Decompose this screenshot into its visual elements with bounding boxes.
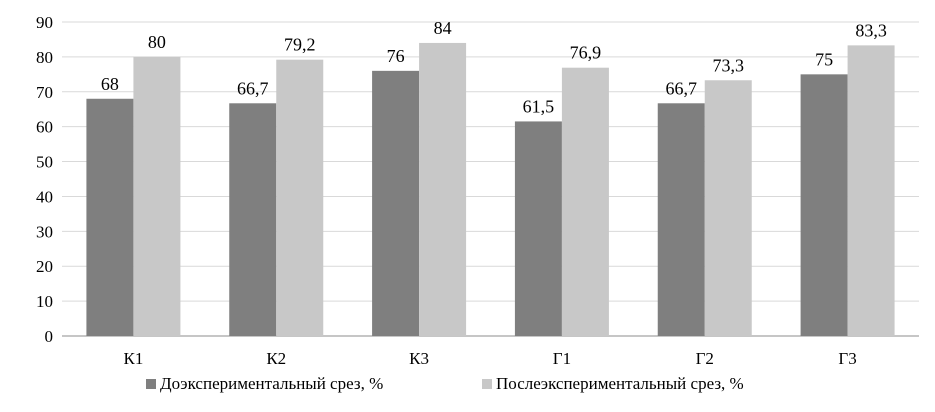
bar-post-5 xyxy=(847,45,895,337)
x-tick-label: К1 xyxy=(123,349,143,368)
bar-pre-4 xyxy=(657,103,705,337)
legend: Доэкспериментальный срез, % Послеэксперим… xyxy=(146,374,744,393)
data-label: 84 xyxy=(434,18,452,38)
bar-pre-1 xyxy=(229,103,277,337)
bar-post-3 xyxy=(561,67,609,337)
y-tick-label: 50 xyxy=(36,153,53,172)
data-label: 83,3 xyxy=(855,20,887,40)
y-tick-label: 20 xyxy=(36,257,53,276)
data-label: 66,7 xyxy=(237,78,269,98)
y-tick-label: 0 xyxy=(45,327,54,346)
bar-pre-0 xyxy=(86,98,134,336)
data-label: 66,7 xyxy=(666,78,698,98)
y-tick-label: 90 xyxy=(36,13,53,32)
bar-post-1 xyxy=(276,59,324,337)
data-label: 68 xyxy=(101,74,119,94)
legend-label: Послеэкспериментальный срез, % xyxy=(496,374,744,393)
x-tick-label: Г2 xyxy=(696,349,714,368)
data-label: 80 xyxy=(148,32,166,52)
x-tick-label: Г1 xyxy=(553,349,571,368)
gridlines xyxy=(62,21,919,337)
y-tick-label: 30 xyxy=(36,222,53,241)
y-tick-label: 80 xyxy=(36,48,53,67)
data-label: 76,9 xyxy=(570,43,602,63)
x-tick-label: К3 xyxy=(409,349,429,368)
bar-post-0 xyxy=(133,56,181,337)
bar-post-2 xyxy=(419,42,467,336)
bar-post-4 xyxy=(704,80,752,337)
bar-pre-5 xyxy=(800,74,848,336)
bar-pre-3 xyxy=(514,121,562,336)
y-tick-label: 70 xyxy=(36,83,53,102)
legend-label: Доэкспериментальный срез, % xyxy=(160,374,383,393)
y-tick-label: 60 xyxy=(36,118,53,137)
x-tick-label: К2 xyxy=(266,349,286,368)
legend-swatch xyxy=(482,379,492,389)
data-labels: 68 80 66,7 79,2 76 84 61,5 76,9 66,7 73,3 75 83,3 xyxy=(101,18,887,117)
data-label: 61,5 xyxy=(523,96,555,116)
y-tick-label: 40 xyxy=(36,187,53,206)
y-axis-ticks: 0 10 20 30 40 50 60 70 80 90 xyxy=(36,13,53,346)
bars xyxy=(86,42,895,337)
legend-swatch xyxy=(146,379,156,389)
bar-pre-2 xyxy=(372,70,420,336)
y-tick-label: 10 xyxy=(36,292,53,311)
data-label: 79,2 xyxy=(284,35,316,55)
x-axis-ticks: К1 К2 К3 Г1 Г2 Г3 xyxy=(123,349,856,368)
data-label: 76 xyxy=(387,46,405,66)
x-tick-label: Г3 xyxy=(838,349,856,368)
data-label: 73,3 xyxy=(713,55,745,75)
data-label: 75 xyxy=(815,49,833,69)
